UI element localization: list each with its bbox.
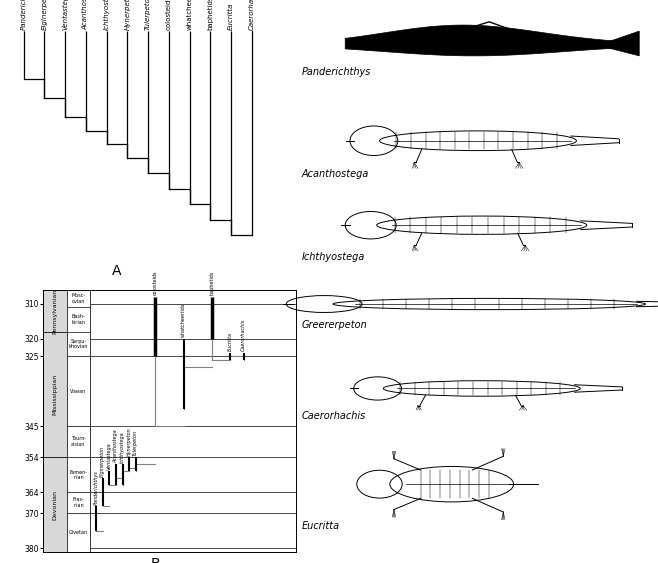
- Text: Panderichthys: Panderichthys: [20, 0, 26, 30]
- Text: Caerorhachis: Caerorhachis: [301, 411, 366, 421]
- Text: Elginerpeton: Elginerpeton: [41, 0, 47, 30]
- Text: Famen-
nian: Famen- nian: [70, 470, 88, 480]
- Text: Eucritta: Eucritta: [228, 2, 234, 30]
- Text: colosteids: colosteids: [153, 271, 158, 295]
- Text: Panderichthys: Panderichthys: [93, 470, 99, 504]
- Text: Acanthostega: Acanthostega: [113, 429, 118, 463]
- Text: Devonian: Devonian: [53, 490, 57, 520]
- Text: Bash-
kirian: Bash- kirian: [72, 314, 86, 325]
- Text: A: A: [112, 263, 122, 278]
- Text: Mosc-
ovian: Mosc- ovian: [71, 293, 86, 304]
- Text: Tulerpeton: Tulerpeton: [133, 430, 138, 455]
- Bar: [67, 513, 89, 552]
- Bar: [67, 307, 89, 332]
- Text: Tulerpeton: Tulerpeton: [145, 0, 151, 30]
- Bar: [67, 356, 89, 426]
- Text: Eucritta: Eucritta: [301, 521, 340, 531]
- Text: whatcheeriids: whatcheeriids: [187, 0, 193, 30]
- Text: Ichthyostega: Ichthyostega: [103, 0, 110, 30]
- Text: Acanthostega: Acanthostega: [83, 0, 89, 30]
- Text: Hynerpeton: Hynerpeton: [124, 0, 130, 30]
- Text: baphetids: baphetids: [209, 271, 214, 295]
- Text: Panderichthys: Panderichthys: [301, 68, 371, 77]
- Text: whatcheeriids: whatcheeriids: [181, 303, 186, 337]
- Bar: [67, 426, 89, 458]
- Text: Caerorhachis: Caerorhachis: [249, 0, 255, 30]
- Text: Mississippian: Mississippian: [53, 374, 57, 415]
- Text: Pennsylvanian: Pennsylvanian: [53, 288, 57, 333]
- Text: baphetids: baphetids: [207, 0, 213, 30]
- Text: Fras-
nian: Fras- nian: [72, 498, 84, 508]
- Bar: [67, 290, 89, 307]
- Bar: [67, 458, 89, 493]
- Bar: [43, 332, 67, 458]
- Polygon shape: [603, 31, 640, 56]
- Text: Acanthostega: Acanthostega: [301, 169, 369, 179]
- Text: Ventastega: Ventastega: [107, 442, 112, 470]
- Text: Caerorhachis: Caerorhachis: [241, 319, 246, 351]
- Text: Givetan: Givetan: [69, 530, 88, 535]
- Text: Greererpeton: Greererpeton: [301, 320, 367, 330]
- Text: colosteids: colosteids: [166, 0, 172, 30]
- Bar: [67, 493, 89, 513]
- Text: Ichthyostega: Ichthyostega: [301, 252, 365, 262]
- Text: Ichthyostega: Ichthyostega: [120, 431, 125, 463]
- Bar: [67, 332, 89, 356]
- Text: B: B: [151, 557, 160, 563]
- Text: Serpu-
khovian: Serpu- khovian: [68, 339, 88, 350]
- Text: Elginerpeton: Elginerpeton: [100, 445, 105, 477]
- Polygon shape: [345, 25, 633, 56]
- Bar: [43, 458, 67, 552]
- Text: Tourn-
aisian: Tourn- aisian: [71, 436, 86, 447]
- Text: Hynerpeton: Hynerpeton: [126, 427, 132, 455]
- Text: Ventastega: Ventastega: [62, 0, 68, 30]
- Text: Visean: Visean: [70, 388, 87, 394]
- Text: Eucritta: Eucritta: [228, 332, 233, 351]
- Bar: [43, 290, 67, 332]
